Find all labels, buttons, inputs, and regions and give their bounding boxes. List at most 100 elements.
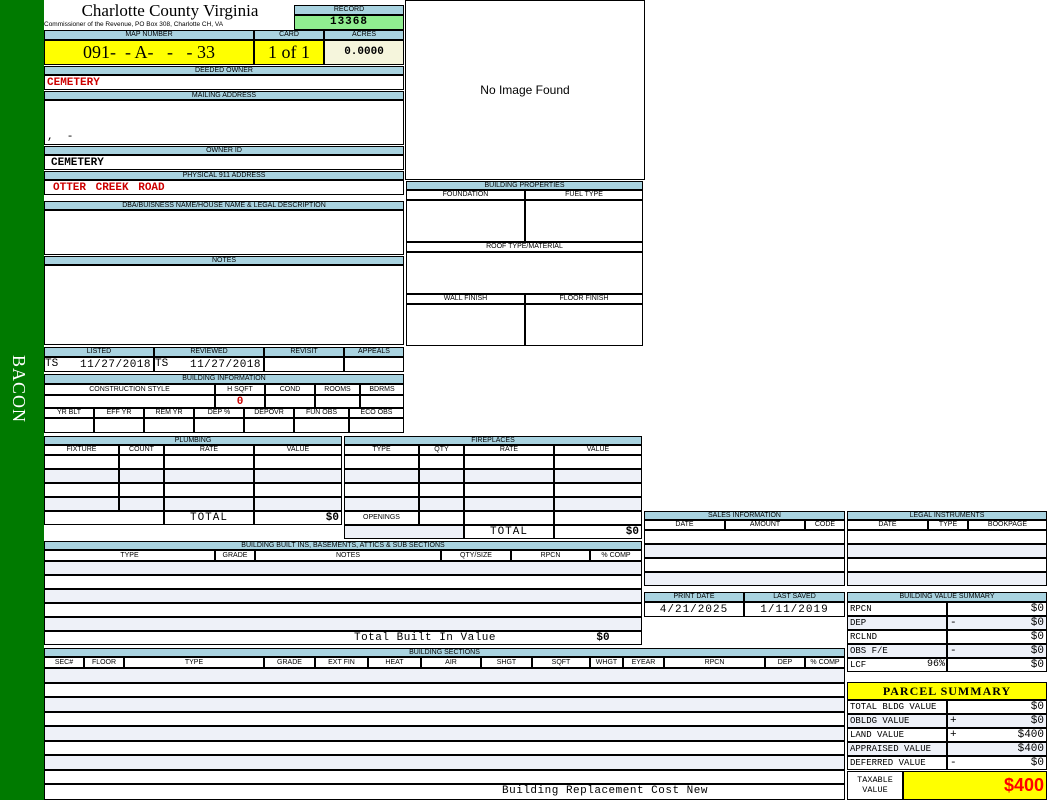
floor-finish-field[interactable] [525, 304, 643, 346]
legal-row[interactable] [847, 544, 1047, 558]
building-info-value[interactable] [265, 395, 315, 408]
plumbing-cell[interactable] [44, 455, 119, 469]
fireplace-cell[interactable] [344, 469, 419, 483]
built-ins-row[interactable] [44, 603, 642, 617]
appeals-field[interactable] [344, 357, 404, 372]
map-number-label: MAP NUMBER [44, 30, 254, 40]
plumbing-total-label: TOTAL [164, 511, 254, 525]
built-ins-label: BUILDING BUILT INS, BASEMENTS, ATTICS & … [44, 541, 642, 550]
fireplace-cell[interactable] [464, 469, 554, 483]
fireplace-cell[interactable] [554, 469, 642, 483]
fireplace-column-header: VALUE [554, 445, 642, 455]
fireplace-cell[interactable] [419, 469, 464, 483]
plumbing-cell[interactable] [119, 455, 164, 469]
fireplace-cell[interactable] [464, 483, 554, 497]
wall-finish-field[interactable] [406, 304, 525, 346]
fireplace-cell[interactable] [419, 497, 464, 511]
dba-field[interactable] [44, 210, 404, 255]
legal-row[interactable] [847, 558, 1047, 572]
revisit-field[interactable] [264, 357, 344, 372]
built-ins-column-header: NOTES [255, 550, 441, 561]
building-section-row[interactable] [44, 697, 845, 712]
plumbing-cell[interactable] [119, 483, 164, 497]
building-info-value[interactable] [294, 418, 349, 433]
fireplace-openings-cell[interactable] [419, 511, 464, 525]
plumbing-cell[interactable] [44, 469, 119, 483]
sales-row[interactable] [644, 544, 845, 558]
building-sections-column-header: GRADE [264, 657, 315, 668]
notes-field[interactable] [44, 265, 404, 345]
plumbing-cell[interactable] [254, 483, 342, 497]
building-section-row[interactable] [44, 711, 845, 726]
fireplace-cell[interactable] [344, 455, 419, 469]
building-value-summary-label: BUILDING VALUE SUMMARY [847, 592, 1047, 602]
built-ins-row[interactable] [44, 561, 642, 575]
dba-label: DBA/BUISNESS NAME/HOUSE NAME & LEGAL DES… [44, 201, 404, 210]
building-section-row[interactable] [44, 682, 845, 697]
plumbing-label: PLUMBING [44, 436, 342, 445]
acres-label: ACRES [324, 30, 404, 40]
building-info-header: ECO OBS [349, 408, 404, 418]
fireplace-openings-cell[interactable] [464, 511, 554, 525]
plumbing-cell[interactable] [44, 483, 119, 497]
sales-row[interactable] [644, 558, 845, 572]
plumbing-cell[interactable] [254, 497, 342, 511]
plumbing-cell[interactable] [119, 497, 164, 511]
fireplace-cell[interactable] [554, 455, 642, 469]
plumbing-column-header: FIXTURE [44, 445, 119, 455]
building-section-row[interactable] [44, 668, 845, 683]
fuel-type-field[interactable] [525, 200, 643, 242]
plumbing-cell[interactable] [164, 469, 254, 483]
built-ins-row[interactable] [44, 575, 642, 589]
sidebar-label: BACON [9, 355, 29, 424]
legal-row[interactable] [847, 530, 1047, 544]
value-summary-sign [950, 602, 965, 616]
plumbing-cell[interactable] [119, 469, 164, 483]
legal-row[interactable] [847, 572, 1047, 586]
fireplace-cell[interactable] [344, 483, 419, 497]
fireplace-cell[interactable] [554, 497, 642, 511]
legal-column-header: DATE [847, 520, 928, 530]
building-section-row[interactable] [44, 755, 845, 770]
building-info-value[interactable] [349, 418, 404, 433]
building-info-value[interactable] [315, 395, 360, 408]
plumbing-cell[interactable] [164, 497, 254, 511]
building-info-value[interactable] [94, 418, 144, 433]
building-section-row[interactable] [44, 769, 845, 784]
building-info-value[interactable] [360, 395, 404, 408]
fireplace-cell[interactable] [419, 455, 464, 469]
built-ins-row[interactable] [44, 589, 642, 603]
fireplace-cell[interactable] [554, 483, 642, 497]
legal-instruments-label: LEGAL INSTRUMENTS [847, 511, 1047, 520]
fireplace-total-label: TOTAL [464, 525, 554, 539]
building-info-value[interactable] [244, 418, 294, 433]
built-ins-row[interactable] [44, 617, 642, 631]
plumbing-cell[interactable] [164, 483, 254, 497]
roof-field[interactable] [406, 252, 643, 294]
record-label: RECORD [294, 5, 404, 15]
building-info-header: YR BLT [44, 408, 94, 418]
sales-row[interactable] [644, 572, 845, 586]
plumbing-total-value: $0 [254, 511, 342, 525]
plumbing-cell[interactable] [254, 469, 342, 483]
building-info-value[interactable] [44, 418, 94, 433]
plumbing-cell[interactable] [254, 455, 342, 469]
building-info-header: DEP % [194, 408, 244, 418]
foundation-field[interactable] [406, 200, 525, 242]
building-section-row[interactable] [44, 740, 845, 755]
building-info-value[interactable]: 0 [215, 395, 265, 408]
mailing-address-label: MAILING ADDRESS [44, 91, 404, 100]
sales-info-label: SALES INFORMATION [644, 511, 845, 520]
plumbing-cell[interactable] [44, 497, 119, 511]
building-info-value[interactable] [194, 418, 244, 433]
fireplace-cell[interactable] [464, 497, 554, 511]
building-info-value[interactable] [144, 418, 194, 433]
fireplace-cell[interactable] [344, 497, 419, 511]
fireplace-cell[interactable] [464, 455, 554, 469]
building-section-row[interactable] [44, 726, 845, 741]
fireplace-cell[interactable] [419, 483, 464, 497]
plumbing-cell[interactable] [164, 455, 254, 469]
building-info-value[interactable] [44, 395, 215, 408]
sales-row[interactable] [644, 530, 845, 544]
fireplace-openings-cell[interactable] [554, 511, 642, 525]
